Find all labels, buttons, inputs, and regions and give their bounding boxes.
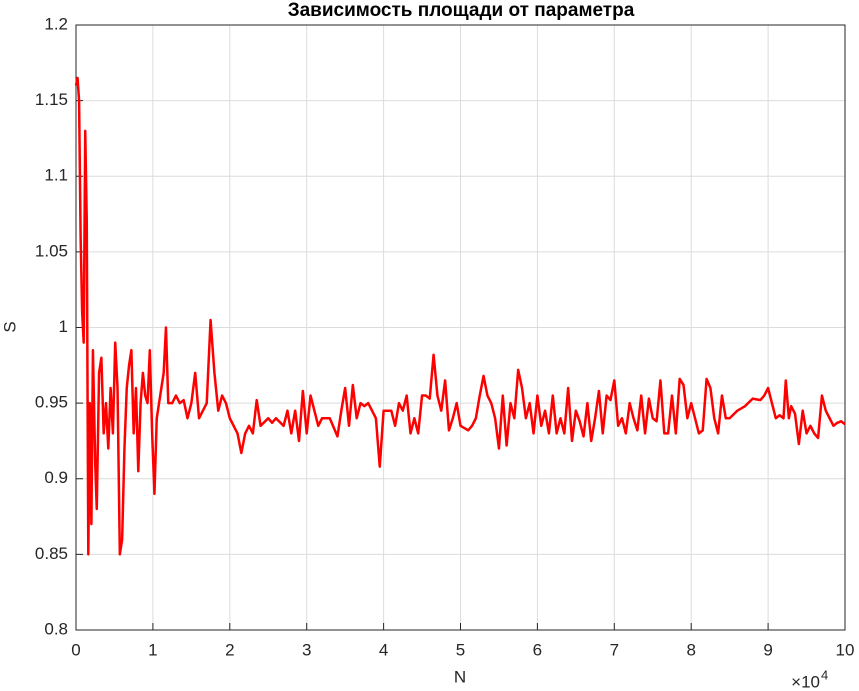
x-tick-label: 3 bbox=[302, 640, 311, 659]
x-multiplier: ×10 bbox=[791, 672, 820, 691]
x-tick-label: 7 bbox=[610, 640, 619, 659]
axes-box bbox=[75, 24, 846, 631]
x-tick-label: 5 bbox=[456, 640, 465, 659]
y-axis-label: S bbox=[0, 321, 19, 332]
x-tick-label: 10 bbox=[836, 640, 855, 659]
y-tick-label: 0.95 bbox=[35, 393, 68, 412]
data-line bbox=[74, 76, 846, 556]
x-tick-label: 8 bbox=[686, 640, 695, 659]
y-tick-label: 0.85 bbox=[35, 544, 68, 563]
y-tick-label: 1 bbox=[59, 317, 68, 336]
x-tick-label: 9 bbox=[763, 640, 772, 659]
y-tick-label: 1.05 bbox=[35, 241, 68, 260]
x-tick-label: 4 bbox=[379, 640, 388, 659]
y-tick-label: 1.1 bbox=[44, 166, 68, 185]
chart-title: Зависимость площади от параметра bbox=[288, 0, 635, 21]
x-axis-label: N bbox=[454, 667, 466, 686]
x-tick-label: 1 bbox=[148, 640, 157, 659]
x-tick-label: 0 bbox=[71, 640, 80, 659]
x-exponent: 4 bbox=[821, 667, 828, 682]
y-tick-label: 0.8 bbox=[44, 619, 68, 638]
y-tick-label: 1.15 bbox=[35, 90, 68, 109]
x-tick-label: 2 bbox=[225, 640, 234, 659]
y-tick-label: 0.9 bbox=[44, 468, 68, 487]
y-tick-label: 1.2 bbox=[44, 14, 68, 33]
x-tick-label: 6 bbox=[533, 640, 542, 659]
